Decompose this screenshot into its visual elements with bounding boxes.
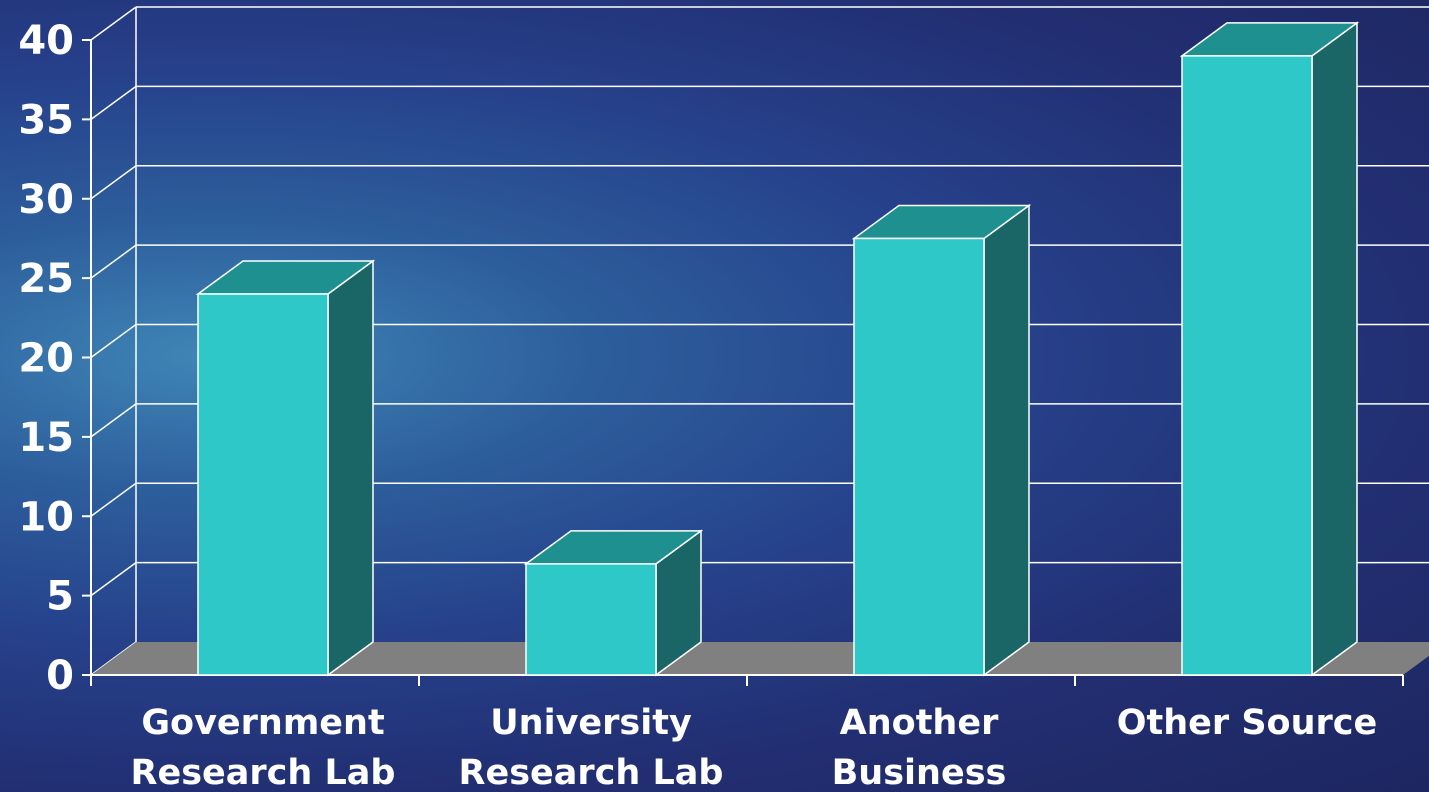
- x-category-label: University Research Lab: [459, 703, 724, 792]
- x-category-label-line: Another: [840, 703, 999, 743]
- chart-floor: [91, 642, 1429, 675]
- y-tick-label: 5: [46, 574, 74, 620]
- y-tick-label: 25: [18, 256, 74, 302]
- x-category-label-line: Research Lab: [131, 753, 396, 792]
- bar: [851, 203, 1032, 677]
- bar-side-face: [327, 259, 374, 677]
- x-category-label: Another Business: [832, 703, 1007, 792]
- bar-front-face: [853, 237, 985, 676]
- bar-front-face: [1181, 55, 1313, 676]
- bar: [1179, 21, 1360, 677]
- x-category-label-line: Other Source: [1117, 703, 1378, 743]
- bar-side-face: [1311, 21, 1358, 677]
- gridline-connector: [90, 85, 137, 120]
- y-tick-label: 40: [18, 18, 74, 64]
- y-tick-label: 0: [46, 653, 74, 699]
- gridline-connector: [90, 482, 137, 517]
- bar-side-face: [983, 203, 1030, 677]
- x-category-label-line: Business: [832, 753, 1007, 792]
- gridline-connector: [90, 562, 137, 597]
- bar: [195, 259, 376, 677]
- gridline-connector: [90, 6, 137, 41]
- x-category-label-line: Research Lab: [459, 753, 724, 792]
- bars: [195, 21, 1360, 677]
- gridline-connector: [90, 165, 137, 200]
- y-tick-label: 30: [18, 177, 74, 223]
- x-category-label-line: Government: [141, 703, 384, 743]
- gridline-connector: [90, 403, 137, 438]
- bar: [523, 529, 704, 677]
- gridline-connector: [90, 323, 137, 359]
- gridline-connector: [90, 244, 137, 279]
- y-tick-label: 20: [18, 336, 74, 382]
- bar-front-face: [525, 563, 657, 676]
- x-category-label: Other Source: [1117, 703, 1378, 743]
- y-tick-label: 35: [18, 97, 74, 143]
- y-tick-label: 15: [18, 415, 74, 461]
- x-category-label: Government Research Lab: [131, 703, 396, 792]
- y-tick-label: 10: [18, 494, 74, 540]
- x-category-label-line: University: [490, 703, 692, 743]
- bar-front-face: [197, 293, 329, 676]
- chart-floor-plane: [91, 642, 1429, 675]
